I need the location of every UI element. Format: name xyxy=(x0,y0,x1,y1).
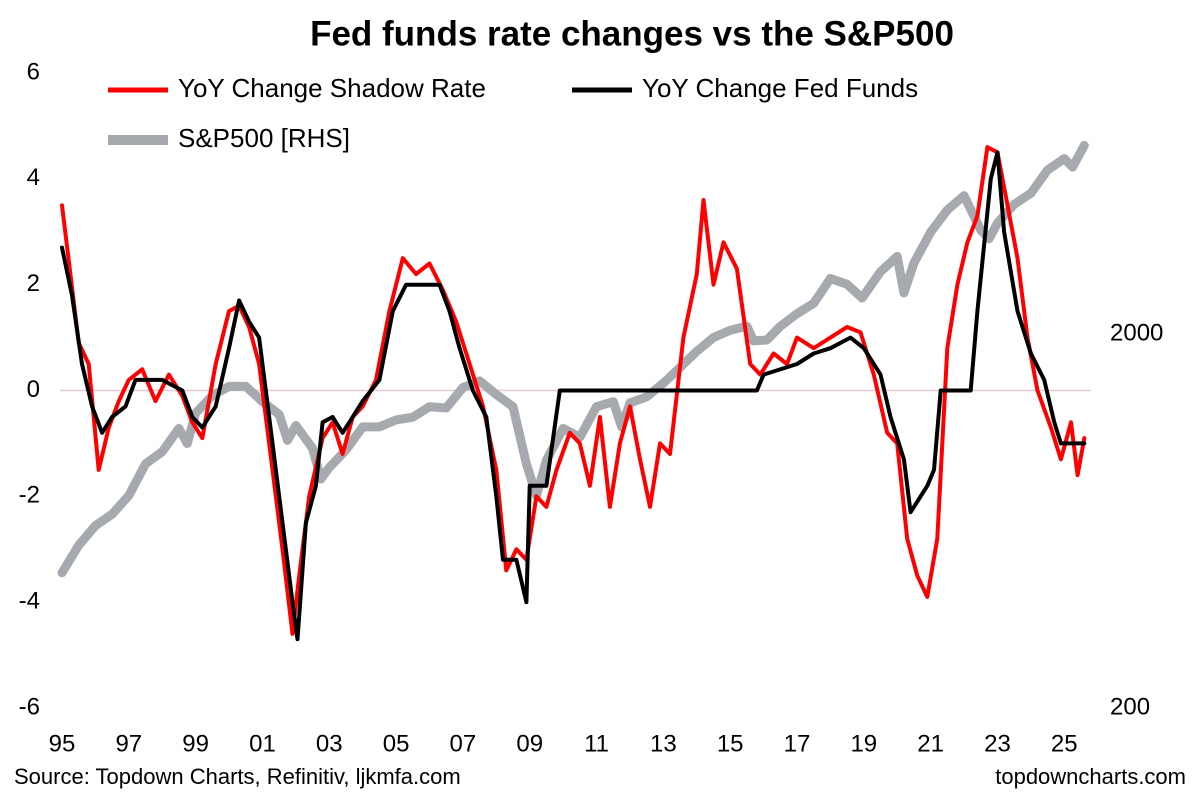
x-tick-label: 09 xyxy=(516,730,543,757)
y-tick-label: 6 xyxy=(27,58,40,85)
chart-title: Fed funds rate changes vs the S&P500 xyxy=(310,14,954,53)
legend-label: YoY Change Shadow Rate xyxy=(178,73,486,103)
x-tick-label: 01 xyxy=(249,730,276,757)
y-tick-label: -4 xyxy=(19,588,40,615)
x-tick-label: 13 xyxy=(650,730,677,757)
source-note: Source: Topdown Charts, Refinitiv, ljkmf… xyxy=(14,764,461,789)
y-tick-label: 2 xyxy=(27,270,40,297)
x-tick-label: 21 xyxy=(917,730,944,757)
x-tick-label: 17 xyxy=(784,730,811,757)
x-tick-label: 03 xyxy=(316,730,343,757)
x-tick-label: 15 xyxy=(717,730,744,757)
x-tick-label: 11 xyxy=(584,730,609,757)
x-tick-label: 19 xyxy=(850,730,877,757)
y-tick-label: 4 xyxy=(27,164,40,191)
y-tick-label: -6 xyxy=(19,693,40,720)
x-tick-label: 99 xyxy=(182,730,209,757)
x-tick-label: 95 xyxy=(49,730,76,757)
y2-tick-label: 2000 xyxy=(1110,320,1163,347)
y-tick-label: 0 xyxy=(27,376,40,403)
y-tick-label: -2 xyxy=(19,482,40,509)
x-tick-label: 25 xyxy=(1051,730,1078,757)
legend-label: YoY Change Fed Funds xyxy=(642,73,918,103)
x-tick-label: 07 xyxy=(450,730,477,757)
x-tick-label: 23 xyxy=(984,730,1011,757)
watermark: topdowncharts.com xyxy=(995,764,1186,789)
x-tick-label: 05 xyxy=(383,730,410,757)
y2-tick-label: 200 xyxy=(1110,693,1150,720)
legend-label: S&P500 [RHS] xyxy=(178,123,350,153)
series-line xyxy=(60,145,1087,636)
series-line xyxy=(60,150,1087,642)
x-tick-label: 97 xyxy=(115,730,142,757)
series-line xyxy=(57,140,1089,578)
